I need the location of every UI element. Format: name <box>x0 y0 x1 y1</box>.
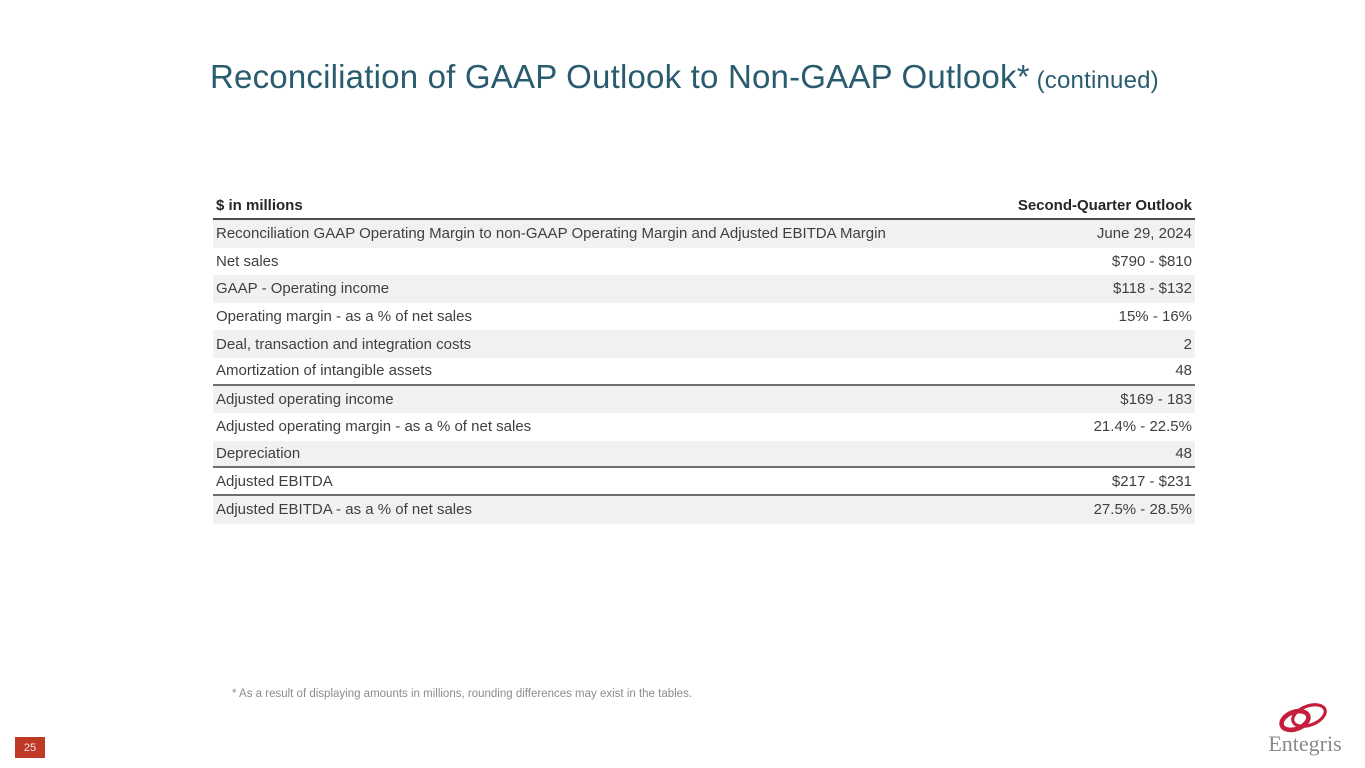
row-label: GAAP - Operating income <box>216 280 390 298</box>
row-label: Operating margin - as a % of net sales <box>216 308 472 326</box>
row-label: Adjusted EBITDA - as a % of net sales <box>216 501 472 519</box>
row-label: Adjusted operating margin - as a % of ne… <box>216 418 532 436</box>
row-label: Adjusted operating income <box>216 390 394 408</box>
row-label: Deal, transaction and integration costs <box>216 335 472 353</box>
row-label: Depreciation <box>216 445 301 463</box>
table-row: Reconciliation GAAP Operating Margin to … <box>213 220 1195 248</box>
row-value: June 29, 2024 <box>1096 225 1192 243</box>
table-header-value: Second-Quarter Outlook <box>1017 197 1192 214</box>
table-row: Adjusted EBITDA - as a % of net sales 27… <box>213 495 1195 524</box>
table-row: Amortization of intangible assets 48 <box>213 357 1195 386</box>
page-title: Reconciliation of GAAP Outlook to Non-GA… <box>210 58 1159 96</box>
footnote: * As a result of displaying amounts in m… <box>232 688 693 700</box>
row-value: 48 <box>1175 362 1192 380</box>
row-value: 48 <box>1175 445 1192 463</box>
table-row: Adjusted operating margin - as a % of ne… <box>213 413 1195 441</box>
row-label: Reconciliation GAAP Operating Margin to … <box>216 225 886 243</box>
page-title-suffix: (continued) <box>1029 67 1159 94</box>
table-row: Adjusted operating income $169 - 183 <box>213 385 1195 414</box>
table-row: Operating margin - as a % of net sales 1… <box>213 302 1195 331</box>
table-header-label: $ in millions <box>216 197 303 214</box>
table-row: Depreciation 48 <box>213 440 1195 469</box>
row-value: $118 - $132 <box>1113 280 1192 298</box>
row-value: $790 - $810 <box>1111 252 1192 270</box>
page-title-main: Reconciliation of GAAP Outlook to Non-GA… <box>210 58 1030 95</box>
row-value: $217 - $231 <box>1111 472 1192 490</box>
table-header-row: $ in millions Second-Quarter Outlook <box>213 194 1195 220</box>
table-row: Adjusted EBITDA $217 - $231 <box>213 468 1195 496</box>
row-value: 15% - 16% <box>1118 308 1192 326</box>
row-label: Amortization of intangible assets <box>216 362 432 380</box>
row-label: Adjusted EBITDA <box>216 472 333 490</box>
entegris-rings-icon <box>1279 703 1327 733</box>
row-value: $169 - 183 <box>1120 390 1192 408</box>
page-number-badge: 25 <box>15 737 45 758</box>
table-row: Deal, transaction and integration costs … <box>213 330 1195 358</box>
table-row: GAAP - Operating income $118 - $132 <box>213 275 1195 303</box>
row-value: 21.4% - 22.5% <box>1093 418 1192 436</box>
table-body: Reconciliation GAAP Operating Margin to … <box>213 220 1195 524</box>
row-value: 2 <box>1183 335 1192 353</box>
row-value: 27.5% - 28.5% <box>1093 501 1192 519</box>
table-row: Net sales $790 - $810 <box>213 247 1195 276</box>
reconciliation-table: $ in millions Second-Quarter Outlook Rec… <box>213 194 1195 524</box>
logo-wordmark: Entegris <box>1268 731 1341 756</box>
row-label: Net sales <box>216 252 279 270</box>
entegris-logo: Entegris <box>1259 703 1351 759</box>
